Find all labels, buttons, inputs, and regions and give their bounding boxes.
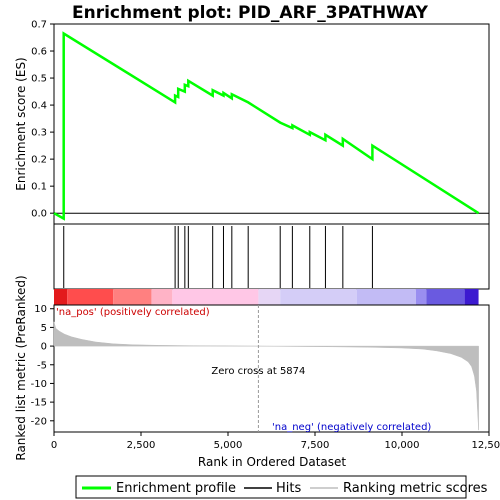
zero-cross-label: Zero cross at 5874: [211, 366, 305, 377]
metric-y-ticks: 10 5 0 -5 -10 -15 -20: [31, 304, 54, 427]
x-tick-label: 5,000: [214, 440, 243, 451]
x-axis-label: Rank in Ordered Dataset: [198, 455, 346, 469]
x-tick-label: 7,500: [301, 440, 330, 451]
legend-hits-label: Hits: [276, 481, 301, 496]
metric-y-tick-label: 10: [34, 304, 47, 315]
es-y-ticks: 0.0 0.1 0.2 0.3 0.4 0.5 0.6 0.7: [31, 20, 54, 220]
heat-bar-segment: [54, 289, 68, 305]
x-tick-label: 2,500: [127, 440, 156, 451]
negative-correlation-label: 'na_neg' (negatively correlated): [272, 422, 431, 433]
metric-panel-frame: [53, 304, 490, 433]
ranking-metric-area: [53, 321, 479, 431]
metric-x-ticks: 0 2,500 5,000 7,500 10,000 12,500: [51, 432, 500, 451]
legend-metric-label: Ranking metric scores: [343, 481, 488, 496]
es-y-tick-label: 0.7: [31, 20, 47, 31]
chart-title: Enrichment plot: PID_ARF_3PATHWAY: [72, 3, 429, 23]
heat-bar-segment: [113, 289, 152, 305]
legend-enrichment-label: Enrichment profile: [116, 481, 236, 496]
es-panel-frame: [53, 23, 490, 225]
es-y-tick-label: 0.5: [31, 74, 47, 85]
heat-bar-segment: [67, 289, 114, 305]
legend-box: [75, 475, 467, 499]
heat-bar-segment: [415, 289, 427, 305]
heat-bar-segment: [356, 289, 416, 305]
es-y-tick-label: 0.3: [31, 128, 47, 139]
es-y-tick-label: 0.1: [31, 182, 47, 193]
heat-bar-segment: [258, 289, 281, 305]
heat-bar-segment: [280, 289, 357, 305]
metric-y-tick-label: -5: [37, 360, 47, 371]
x-tick-label: 0: [51, 440, 57, 451]
metric-y-tick-label: 5: [41, 323, 47, 334]
legend: Enrichment profile Hits Ranking metric s…: [75, 475, 488, 499]
x-tick-label: 12,500: [472, 440, 500, 451]
es-y-tick-label: 0.2: [31, 155, 47, 166]
es-y-tick-label: 0.6: [31, 47, 47, 58]
hits-panel-frame: [53, 223, 490, 290]
metric-y-tick-label: 0: [41, 342, 47, 353]
es-y-axis-label: Enrichment score (ES): [14, 57, 28, 190]
metric-y-tick-label: -20: [31, 416, 47, 427]
metric-y-axis-label: Ranked list metric (PreRanked): [14, 275, 28, 460]
enrichment-profile-line: [53, 31, 480, 221]
positive-correlation-label: 'na_pos' (positively correlated): [56, 307, 210, 318]
metric-y-tick-label: -15: [31, 398, 47, 409]
heat-bar-segment: [426, 289, 465, 305]
heat-bar-segment: [172, 289, 259, 305]
metric-y-tick-label: -10: [31, 379, 47, 390]
ranking-heat-bar: [54, 289, 479, 305]
es-y-tick-label: 0.0: [31, 209, 47, 220]
heat-bar-segment: [151, 289, 173, 305]
heat-bar-segment: [464, 289, 479, 305]
es-y-tick-label: 0.4: [31, 101, 47, 112]
x-tick-label: 10,000: [385, 440, 420, 451]
hits-lines: [63, 226, 373, 288]
